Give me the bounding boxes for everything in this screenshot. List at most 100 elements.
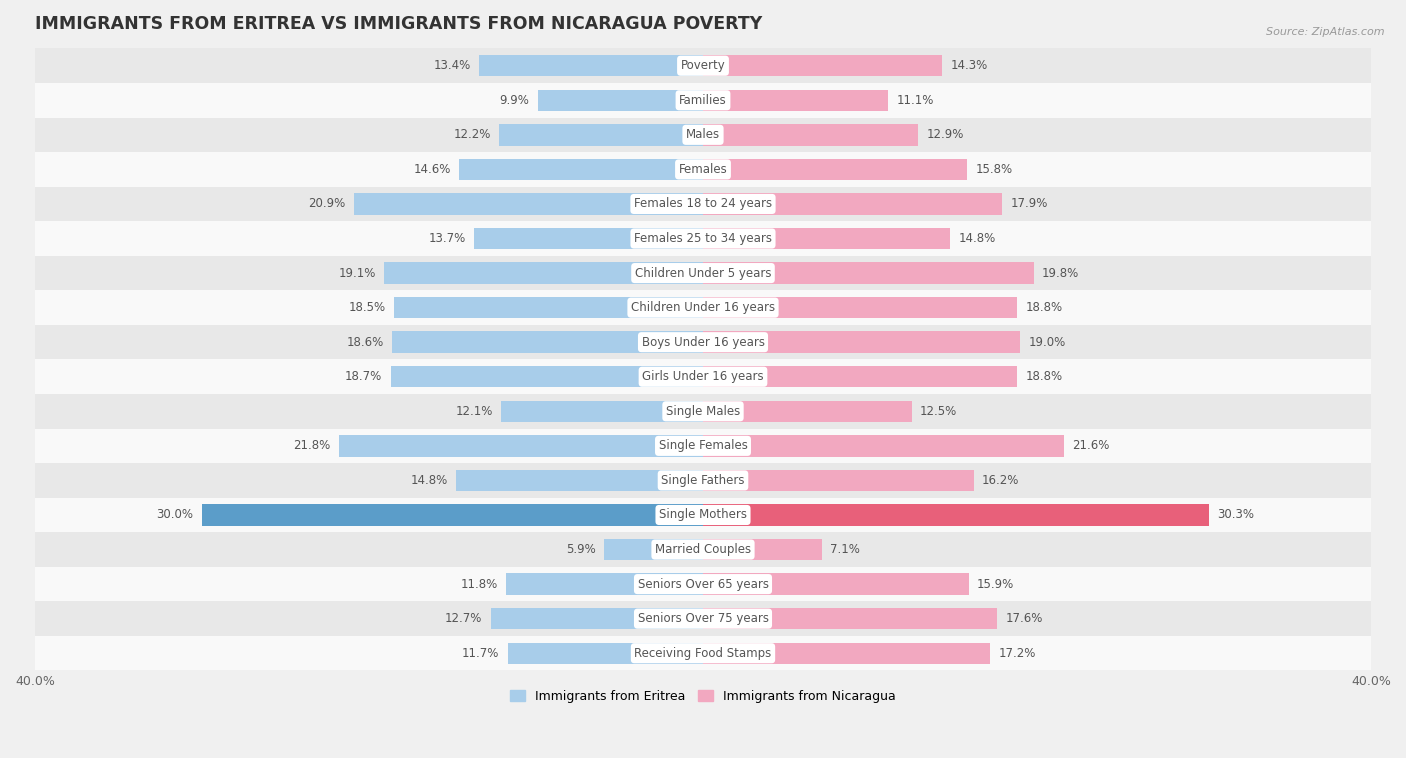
Text: 21.6%: 21.6% xyxy=(1073,440,1109,453)
Text: 14.6%: 14.6% xyxy=(413,163,451,176)
Text: 11.1%: 11.1% xyxy=(897,94,934,107)
Bar xyxy=(35,83,1371,117)
Text: Single Mothers: Single Mothers xyxy=(659,509,747,522)
Bar xyxy=(35,290,1371,325)
Bar xyxy=(703,470,973,491)
Text: Females 18 to 24 years: Females 18 to 24 years xyxy=(634,197,772,211)
Text: Females 25 to 34 years: Females 25 to 34 years xyxy=(634,232,772,245)
Bar xyxy=(703,89,889,111)
Text: Receiving Food Stamps: Receiving Food Stamps xyxy=(634,647,772,659)
Bar xyxy=(703,643,990,664)
Text: 9.9%: 9.9% xyxy=(499,94,529,107)
Bar xyxy=(491,608,703,629)
Bar xyxy=(703,504,1209,526)
Bar xyxy=(35,498,1371,532)
Text: 18.6%: 18.6% xyxy=(347,336,384,349)
Text: IMMIGRANTS FROM ERITREA VS IMMIGRANTS FROM NICARAGUA POVERTY: IMMIGRANTS FROM ERITREA VS IMMIGRANTS FR… xyxy=(35,15,762,33)
Bar xyxy=(384,262,703,283)
Text: 30.3%: 30.3% xyxy=(1218,509,1254,522)
Bar xyxy=(703,55,942,77)
Text: Single Males: Single Males xyxy=(666,405,740,418)
Legend: Immigrants from Eritrea, Immigrants from Nicaragua: Immigrants from Eritrea, Immigrants from… xyxy=(505,684,901,708)
Bar xyxy=(703,400,911,422)
Text: 15.9%: 15.9% xyxy=(977,578,1014,590)
Text: 18.8%: 18.8% xyxy=(1025,301,1063,314)
Text: 5.9%: 5.9% xyxy=(567,543,596,556)
Text: Married Couples: Married Couples xyxy=(655,543,751,556)
Text: 13.7%: 13.7% xyxy=(429,232,465,245)
Text: 18.5%: 18.5% xyxy=(349,301,385,314)
Bar xyxy=(35,567,1371,601)
Text: 18.7%: 18.7% xyxy=(344,370,382,384)
Bar xyxy=(35,117,1371,152)
Bar xyxy=(703,297,1017,318)
Bar xyxy=(703,435,1064,456)
Bar xyxy=(35,359,1371,394)
Bar xyxy=(35,532,1371,567)
Bar xyxy=(354,193,703,215)
Bar xyxy=(499,124,703,146)
Bar xyxy=(501,400,703,422)
Bar xyxy=(35,636,1371,671)
Bar xyxy=(35,325,1371,359)
Bar xyxy=(35,601,1371,636)
Text: Females: Females xyxy=(679,163,727,176)
Bar xyxy=(703,608,997,629)
Text: 11.7%: 11.7% xyxy=(461,647,499,659)
Text: 17.2%: 17.2% xyxy=(998,647,1036,659)
Text: Seniors Over 75 years: Seniors Over 75 years xyxy=(637,612,769,625)
Bar xyxy=(391,366,703,387)
Bar xyxy=(703,193,1002,215)
Text: 14.3%: 14.3% xyxy=(950,59,987,72)
Bar xyxy=(703,262,1033,283)
Bar xyxy=(35,49,1371,83)
Text: Poverty: Poverty xyxy=(681,59,725,72)
Text: Single Females: Single Females xyxy=(658,440,748,453)
Text: 19.8%: 19.8% xyxy=(1042,267,1080,280)
Bar xyxy=(703,228,950,249)
Text: 12.9%: 12.9% xyxy=(927,128,965,141)
Text: 19.1%: 19.1% xyxy=(339,267,375,280)
Text: Single Fathers: Single Fathers xyxy=(661,474,745,487)
Bar xyxy=(537,89,703,111)
Text: 21.8%: 21.8% xyxy=(294,440,330,453)
Text: 19.0%: 19.0% xyxy=(1029,336,1066,349)
Text: 14.8%: 14.8% xyxy=(959,232,995,245)
Bar xyxy=(703,573,969,595)
Bar xyxy=(202,504,703,526)
Bar xyxy=(35,186,1371,221)
Bar xyxy=(703,539,821,560)
Bar xyxy=(605,539,703,560)
Bar xyxy=(35,255,1371,290)
Bar xyxy=(703,158,967,180)
Bar xyxy=(35,394,1371,428)
Text: Boys Under 16 years: Boys Under 16 years xyxy=(641,336,765,349)
Text: 30.0%: 30.0% xyxy=(156,509,194,522)
Bar xyxy=(35,152,1371,186)
Text: 15.8%: 15.8% xyxy=(976,163,1012,176)
Text: 17.6%: 17.6% xyxy=(1005,612,1043,625)
Bar xyxy=(392,331,703,353)
Bar xyxy=(508,643,703,664)
Text: 18.8%: 18.8% xyxy=(1025,370,1063,384)
Bar xyxy=(394,297,703,318)
Bar xyxy=(703,124,918,146)
Text: 12.7%: 12.7% xyxy=(446,612,482,625)
Text: 14.8%: 14.8% xyxy=(411,474,447,487)
Text: Males: Males xyxy=(686,128,720,141)
Text: 12.1%: 12.1% xyxy=(456,405,492,418)
Bar xyxy=(506,573,703,595)
Text: 13.4%: 13.4% xyxy=(433,59,471,72)
Text: Families: Families xyxy=(679,94,727,107)
Bar xyxy=(456,470,703,491)
Text: 12.5%: 12.5% xyxy=(920,405,957,418)
Text: Source: ZipAtlas.com: Source: ZipAtlas.com xyxy=(1267,27,1385,36)
Bar xyxy=(35,428,1371,463)
Bar xyxy=(474,228,703,249)
Text: 16.2%: 16.2% xyxy=(981,474,1019,487)
Bar xyxy=(703,366,1017,387)
Text: 12.2%: 12.2% xyxy=(454,128,491,141)
Bar xyxy=(35,463,1371,498)
Bar xyxy=(703,331,1021,353)
Bar xyxy=(460,158,703,180)
